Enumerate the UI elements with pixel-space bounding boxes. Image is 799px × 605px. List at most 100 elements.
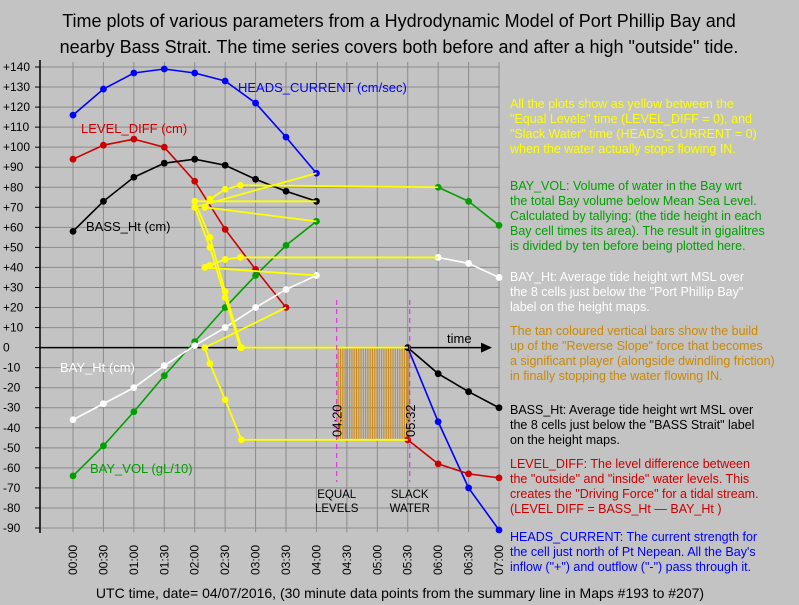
series-point (465, 197, 472, 205)
series-labels: HEADS_CURRENT (cm/sec) LEVEL_DIFF (cm) BAS… (60, 80, 407, 476)
series-point (130, 384, 138, 392)
y-tick-label: +110 (3, 120, 29, 134)
series-point (252, 99, 259, 107)
chart-title: Time plots of various parameters from a … (60, 11, 739, 57)
note-line: All the plots show as yellow between the (510, 97, 734, 111)
series-point (434, 418, 442, 426)
y-tick-label: -30 (3, 401, 21, 415)
yellow-point (221, 256, 229, 263)
yellow-point (237, 344, 245, 352)
series-point (465, 470, 472, 478)
note-line: label on the height maps. (510, 300, 650, 314)
note-line: is divided by ten before being plotted h… (510, 239, 746, 253)
series-point (130, 135, 138, 143)
yellow-segment (193, 200, 408, 349)
yellow-point (237, 436, 245, 444)
note-line: The tan coloured vertical bars show the … (510, 324, 758, 338)
x-tick-label: 07:00 (492, 545, 506, 575)
chart-title-line-1: Time plots of various parameters from a … (62, 11, 736, 31)
note-line: BAY_VOL: Volume of water in the Bay wrt (510, 179, 742, 193)
series-point (252, 175, 259, 183)
chart-title-line-2: nearby Bass Strait. The time series cove… (60, 37, 739, 57)
note-line: inflow ("+") and outflow ("-") pass thro… (510, 560, 751, 574)
note-line: "Equal Levels" time (LEVEL_DIFF = 0), an… (510, 112, 752, 126)
y-tick-label: +40 (3, 260, 24, 274)
x-tick-label: 03:30 (279, 545, 293, 575)
x-tick-label: 06:00 (431, 545, 445, 575)
yellow-point (201, 203, 209, 211)
x-tick-label: 02:30 (218, 545, 232, 575)
yellow-point (236, 254, 244, 261)
series-label: BAY_VOL (gL/10) (90, 461, 193, 476)
series-label: BASS_Ht (cm) (86, 219, 171, 234)
series-point (495, 526, 503, 534)
note-line: a significant player (alongside dwindlin… (510, 354, 775, 368)
x-tick-label: 03:00 (249, 545, 263, 575)
note-line: Bay cell times its area). The result in … (510, 224, 765, 238)
x-tick-label: 05:30 (401, 545, 415, 575)
note-line: BAY_Ht: Average tide height wrt MSL over (510, 270, 744, 284)
y-tick-label: +100 (3, 140, 30, 154)
yellow-segment (203, 306, 408, 441)
series-point (252, 304, 259, 311)
marker-label: WATER (390, 503, 430, 515)
series-point (282, 133, 290, 141)
x-tick-label: 04:00 (309, 545, 323, 575)
x-tick-label: 06:30 (462, 545, 476, 575)
note-line: when the water actually stops flowing IN… (509, 142, 736, 156)
series-point (221, 161, 229, 169)
yellow-point (191, 197, 199, 205)
x-tick-label: 00:30 (96, 545, 110, 575)
series-point (191, 342, 199, 350)
series-point (191, 177, 199, 185)
series-point (100, 442, 107, 450)
y-tick-label: +60 (3, 220, 24, 234)
note-line: creates the "Driving Force" for a tidal … (510, 487, 759, 501)
y-tick-label: -90 (3, 521, 21, 535)
series-label: LEVEL_DIFF (cm) (81, 121, 187, 136)
series-point (160, 372, 168, 380)
x-tick-label: 01:00 (127, 545, 141, 575)
series-point (282, 241, 290, 249)
x-axis-arrow (481, 342, 492, 353)
yellow-point (206, 195, 214, 203)
y-tick-label: +90 (3, 160, 24, 174)
note-line: the cell just north of Pt Nepean. All th… (510, 545, 756, 559)
series-lines (69, 65, 503, 534)
series-point (434, 460, 442, 468)
series-point (160, 362, 168, 370)
marker-time: 04:20 (330, 404, 345, 437)
series-point (100, 141, 107, 149)
series-point (495, 404, 503, 412)
series-point (282, 286, 290, 293)
y-tick-label: +70 (3, 200, 24, 214)
note-line: BASS_Ht: Average tide height wrt MSL ove… (510, 403, 753, 417)
note-line: LEVEL_DIFF: The level difference between (510, 457, 750, 471)
x-tick-label: 01:30 (157, 545, 171, 575)
y-tick-label: +140 (3, 60, 30, 74)
yellow-point (236, 181, 244, 189)
series-point (100, 400, 107, 408)
series-point (160, 143, 168, 151)
note-line: the total Bay volume below Mean Sea Leve… (510, 194, 757, 208)
x-tick-label: 02:00 (188, 545, 202, 575)
yellow-point (221, 396, 229, 404)
x-tick-label: 05:00 (370, 545, 384, 575)
y-tick-label: -60 (3, 461, 21, 475)
note-line: on the height maps. (510, 433, 620, 447)
y-tick-label: +130 (3, 80, 30, 94)
series-point (221, 225, 229, 233)
x-axis-label: time (447, 331, 472, 346)
event-markers: 04:20 EQUAL LEVELS 05:32 SLACK WATER (315, 300, 430, 515)
series-label: BAY_Ht (cm) (60, 360, 135, 375)
note-line: (LEVEL DIFF = BASS_Ht — BAY_Ht ) (510, 502, 722, 516)
series-point (434, 370, 442, 378)
series-label: HEADS_CURRENT (cm/sec) (238, 80, 407, 95)
series-point (191, 155, 199, 163)
yellow-point (206, 360, 214, 368)
x-tick-label: 00:00 (66, 545, 80, 575)
y-tick-label: +10 (3, 321, 24, 335)
yellow-segment (204, 256, 439, 277)
y-tick-label: -10 (3, 361, 21, 375)
